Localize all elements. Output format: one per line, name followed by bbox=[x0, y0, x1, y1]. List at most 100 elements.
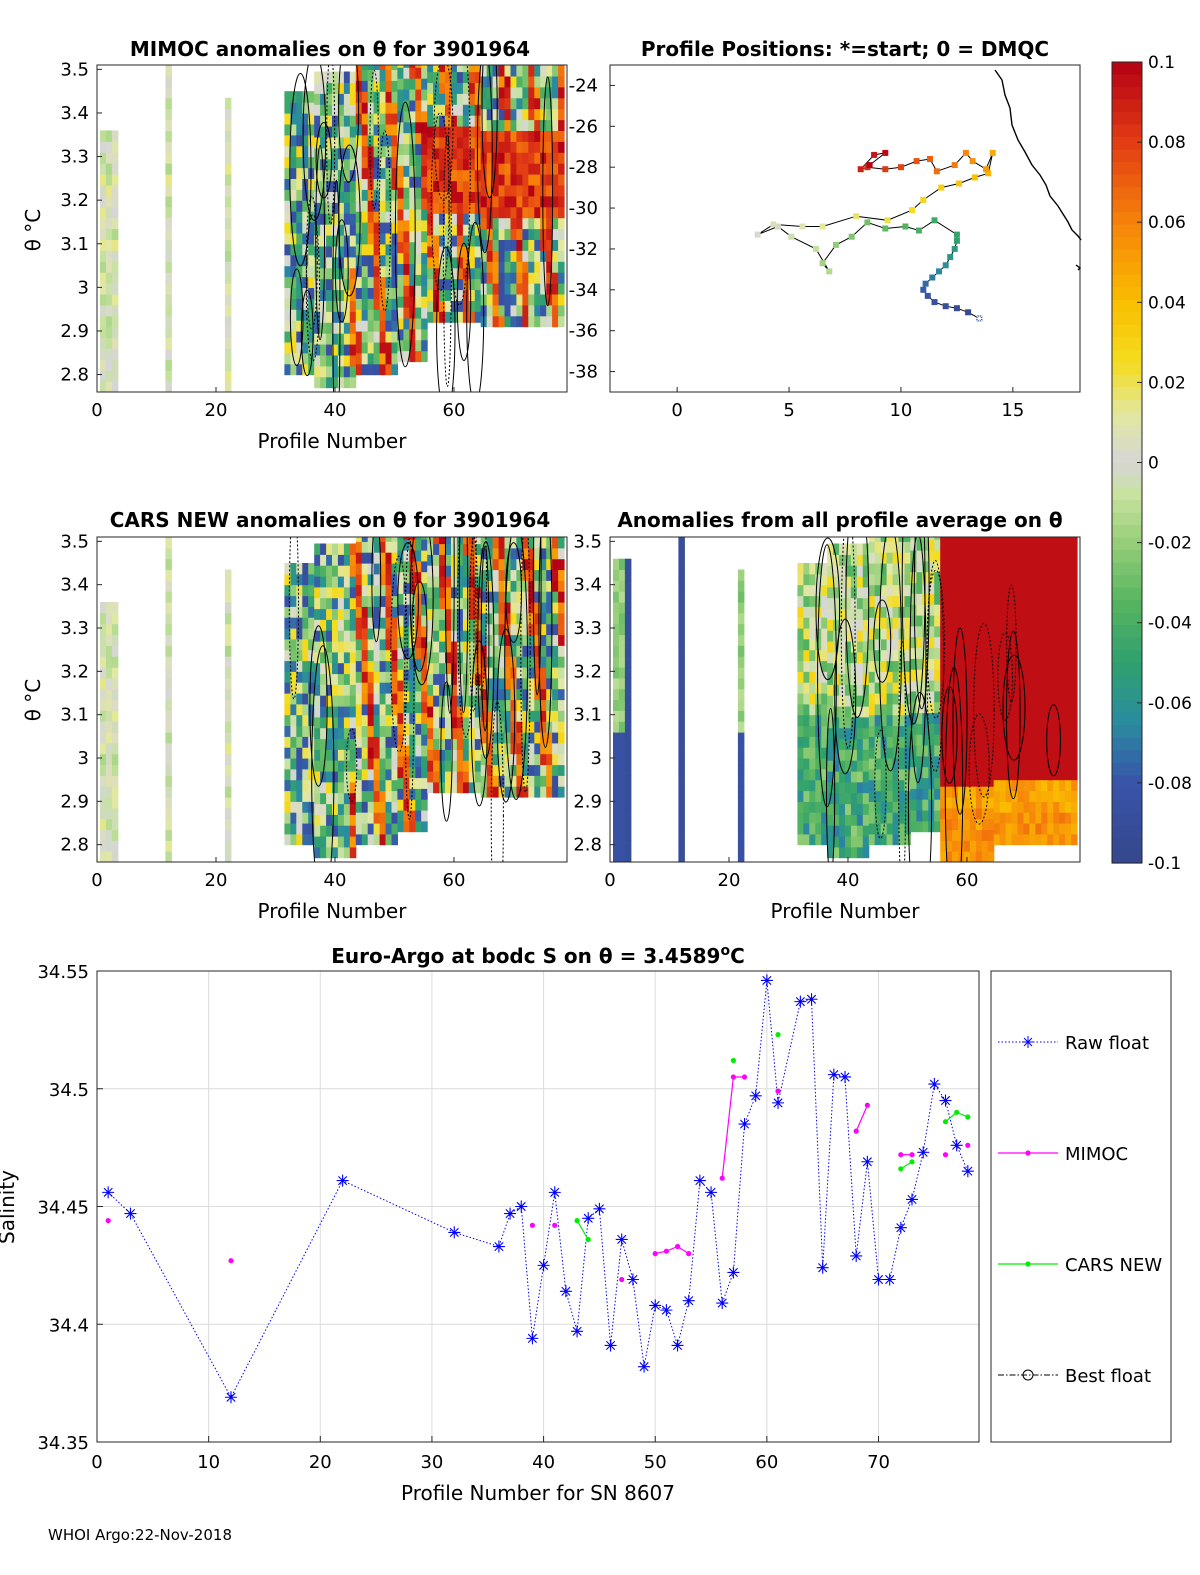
heatmap-cell bbox=[486, 119, 494, 131]
heatmap-cell bbox=[397, 820, 404, 833]
heatmap-cell bbox=[546, 65, 553, 77]
heatmap-cell bbox=[1011, 833, 1019, 846]
heatmap-cell bbox=[534, 217, 541, 230]
heatmap-cell bbox=[498, 710, 506, 722]
x-tick-label: 40 bbox=[324, 870, 347, 891]
heatmap-cell bbox=[797, 703, 804, 716]
heatmap-cell bbox=[964, 547, 971, 560]
heatmap-cell bbox=[839, 771, 846, 783]
heatmap-cell bbox=[809, 736, 816, 748]
heatmap-cell bbox=[397, 230, 404, 243]
heatmap-cell bbox=[1017, 573, 1024, 586]
heatmap-cell bbox=[540, 261, 547, 273]
heatmap-cell bbox=[409, 78, 416, 90]
heatmap-cell bbox=[111, 326, 119, 339]
heatmap-cell bbox=[987, 775, 995, 787]
heatmap-cell bbox=[821, 703, 828, 716]
heatmap-cell bbox=[1023, 584, 1030, 597]
heatmap-cell bbox=[981, 580, 989, 592]
heatmap-cell bbox=[462, 180, 470, 192]
contour-line bbox=[302, 65, 327, 221]
heatmap-cell bbox=[462, 126, 470, 138]
heatmap-cell bbox=[439, 781, 446, 794]
heatmap-cell bbox=[224, 807, 232, 820]
heatmap-cell bbox=[498, 130, 506, 142]
heatmap-cell bbox=[320, 71, 327, 83]
heatmap-cell bbox=[1005, 682, 1013, 694]
heatmap-cell bbox=[451, 71, 458, 83]
heatmap-cell bbox=[803, 812, 810, 824]
heatmap-cell bbox=[999, 628, 1007, 640]
heatmap-cell bbox=[516, 184, 523, 197]
heatmap-cell bbox=[290, 232, 297, 245]
heatmap-cell bbox=[391, 309, 398, 321]
heatmap-cell bbox=[302, 573, 309, 586]
raw-float-point bbox=[515, 1200, 528, 1213]
heatmap-cell bbox=[391, 736, 398, 748]
heatmap-cell bbox=[343, 836, 351, 848]
heatmap-cell bbox=[558, 775, 565, 787]
heatmap-cell bbox=[516, 699, 523, 711]
heatmap-cell bbox=[821, 714, 828, 727]
heatmap-cell bbox=[510, 645, 517, 657]
heatmap-cell bbox=[320, 543, 327, 555]
heatmap-cell bbox=[618, 732, 626, 744]
heatmap-cell bbox=[456, 749, 464, 761]
heatmap-cell bbox=[403, 154, 410, 166]
heatmap-cell bbox=[868, 638, 876, 651]
heatmap-cell bbox=[540, 732, 547, 744]
heatmap-cell bbox=[421, 636, 428, 649]
allprof-y-ticks: 2.82.933.13.23.33.43.5 bbox=[573, 531, 615, 856]
heatmap-cell bbox=[1053, 714, 1060, 727]
heatmap-cell bbox=[391, 265, 398, 278]
heatmap-cell bbox=[439, 738, 446, 750]
heatmap-cell bbox=[165, 558, 172, 571]
heatmap-cell bbox=[952, 558, 959, 571]
heatmap-cell bbox=[427, 576, 434, 588]
heatmap-cell bbox=[391, 628, 398, 640]
heatmap-cell bbox=[480, 65, 488, 77]
heatmap-cell bbox=[892, 801, 900, 813]
heatmap-cell bbox=[528, 753, 535, 766]
heatmap-cell bbox=[999, 541, 1007, 553]
heatmap-cell bbox=[349, 565, 357, 577]
heatmap-cell bbox=[1047, 563, 1054, 575]
heatmap-cell bbox=[397, 550, 404, 562]
heatmap-cell bbox=[916, 788, 923, 800]
heatmap-cell bbox=[397, 350, 404, 363]
heatmap-cell bbox=[868, 552, 876, 564]
heatmap-cell bbox=[558, 569, 565, 581]
heatmap-cell bbox=[314, 169, 321, 182]
heatmap-cell bbox=[337, 224, 345, 236]
heatmap-cell bbox=[480, 141, 488, 153]
heatmap-cell bbox=[999, 537, 1007, 542]
heatmap-cell bbox=[856, 608, 864, 620]
heatmap-cell bbox=[928, 560, 935, 573]
heatmap-cell bbox=[296, 222, 303, 234]
heatmap-cell bbox=[284, 156, 291, 169]
heatmap-cell bbox=[540, 206, 547, 219]
heatmap-cell bbox=[486, 184, 494, 197]
heatmap-cell bbox=[964, 840, 971, 852]
heatmap-cell bbox=[1017, 747, 1024, 759]
cars-line bbox=[576, 1220, 589, 1240]
heatmap-cell bbox=[326, 619, 333, 631]
heatmap-cell bbox=[332, 136, 339, 149]
heatmap-cell bbox=[100, 250, 107, 262]
heatmap-cell bbox=[397, 67, 404, 79]
heatmap-cell bbox=[355, 320, 363, 332]
heatmap-cell bbox=[803, 617, 810, 629]
heatmap-cell bbox=[111, 699, 119, 711]
heatmap-cell bbox=[379, 714, 387, 727]
heatmap-cell bbox=[361, 573, 369, 586]
raw-float-point bbox=[961, 1165, 974, 1178]
heatmap-cell bbox=[480, 206, 488, 219]
heatmap-cell bbox=[821, 617, 828, 629]
heatmap-cell bbox=[975, 786, 983, 798]
heatmap-cell bbox=[314, 245, 321, 258]
mimoc-point bbox=[552, 1222, 558, 1228]
heatmap-cell bbox=[1011, 725, 1019, 737]
mimoc-xlabel: Profile Number bbox=[258, 429, 408, 453]
heatmap-cell bbox=[850, 803, 858, 815]
heatmap-cell bbox=[415, 187, 422, 199]
